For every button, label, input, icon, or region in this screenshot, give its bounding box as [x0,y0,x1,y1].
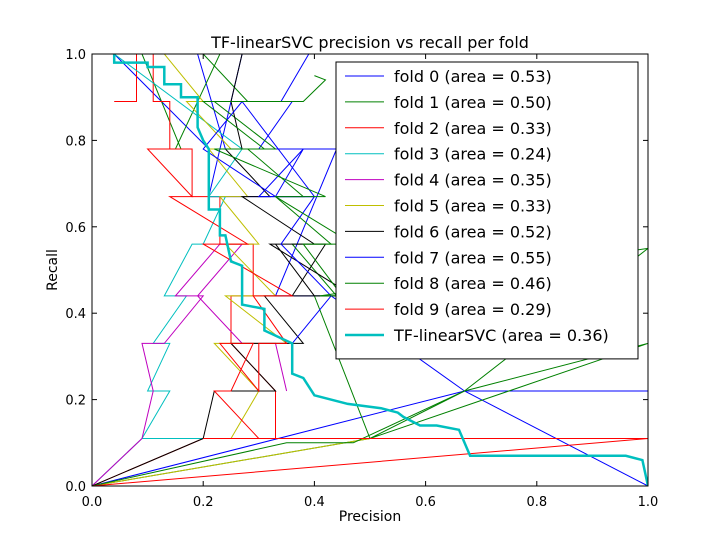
legend-entry: fold 5 (area = 0.33) [394,197,552,216]
legend-entry: fold 2 (area = 0.33) [394,119,552,138]
x-tick-label: 0.4 [304,495,325,510]
legend-entry: fold 8 (area = 0.46) [394,274,552,293]
series-line-3 [92,54,370,486]
series-line-4 [92,243,288,486]
series-line-5 [92,54,371,486]
x-tick-label: 1.0 [638,495,659,510]
chart-title: TF-linearSVC precision vs recall per fol… [210,33,529,52]
series-line-10 [112,54,648,486]
legend-entry: fold 1 (area = 0.50) [394,93,552,112]
y-tick-label: 0.8 [65,134,86,149]
y-axis: 0.0 0.2 0.4 0.6 0.8 1.0 [65,48,648,495]
series-line-7 [202,54,354,344]
x-tick-label: 0.6 [415,495,436,510]
x-tick-label: 0.2 [193,495,214,510]
legend-entry: fold 9 (area = 0.29) [394,300,552,319]
legend-box [335,61,639,360]
legend-entry: fold 6 (area = 0.52) [394,222,552,241]
x-tick-label: 0.0 [82,495,103,510]
legend-entry: TF-linearSVC (area = 0.36) [393,326,609,345]
y-tick-label: 0.2 [65,394,86,409]
series-line-0 [92,54,648,486]
y-tick-label: 1.0 [65,48,86,63]
x-tick-label: 0.8 [526,495,547,510]
legend: fold 0 (area = 0.53) fold 1 (area = 0.50)… [335,61,639,360]
x-axis-label: Precision [339,509,401,525]
legend-entry: fold 7 (area = 0.55) [394,248,552,267]
legend-entry: fold 4 (area = 0.35) [394,171,552,190]
legend-entry: fold 0 (area = 0.53) [394,67,552,86]
series-line-9 [92,148,648,486]
y-tick-label: 0.4 [65,307,86,322]
series-line-8 [92,75,648,486]
y-axis-label: Recall [45,249,61,291]
y-tick-label: 0.6 [65,221,86,236]
legend-entry: fold 3 (area = 0.24) [394,145,552,164]
y-tick-label: 0.0 [65,480,86,495]
x-axis: 0.0 0.2 0.4 0.6 0.8 1.0 [82,54,659,510]
plot-frame [91,53,649,487]
